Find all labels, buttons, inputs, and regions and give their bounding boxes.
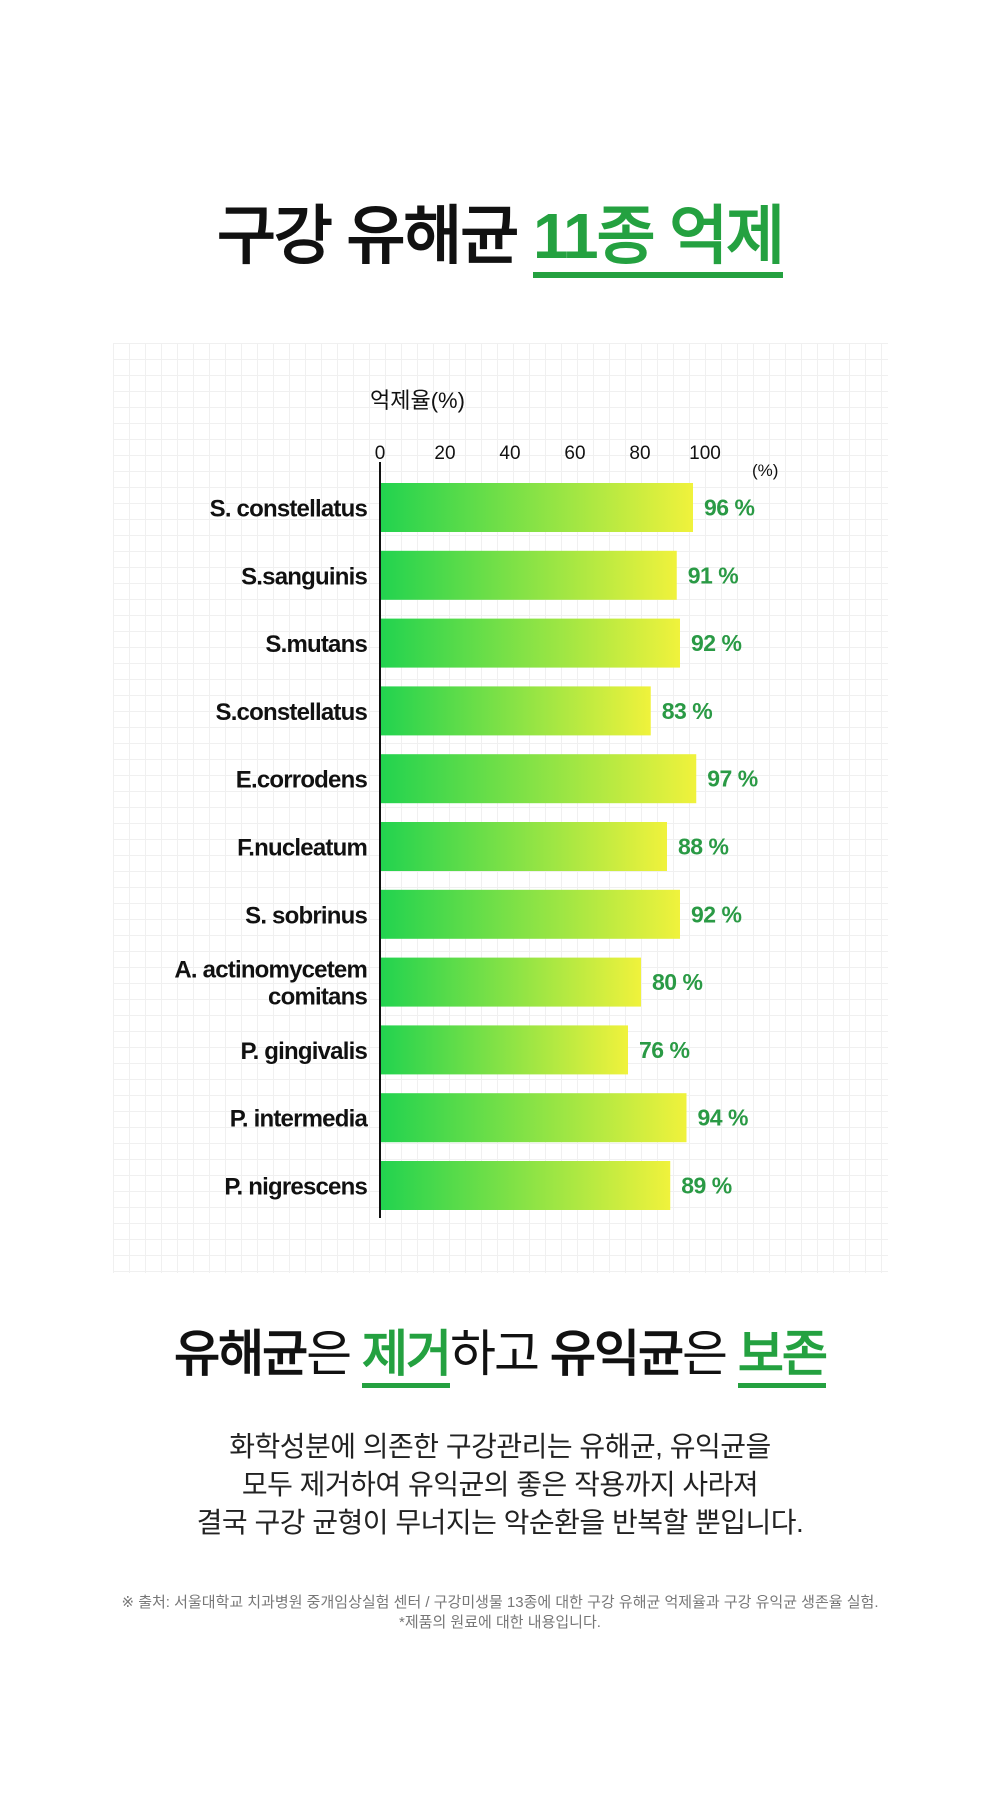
footnote-source: ※ 출처: 서울대학교 치과병원 중개임상실험 센터 / 구강미생물 13종에 … — [121, 1594, 879, 1611]
bar — [381, 1093, 687, 1143]
description-line-3: 결국 구강 균형이 무너지는 악순환을 반복할 뿐입니다. — [196, 1507, 804, 1538]
x-unit-label: (%) — [752, 461, 778, 480]
category-label: S.mutans — [265, 631, 367, 658]
title-part-2-highlight: 11종 억제 — [532, 200, 785, 278]
footnote: ※ 출처: 서울대학교 치과병원 중개임상실험 센터 / 구강미생물 13종에 … — [0, 1593, 1000, 1633]
bar — [381, 957, 641, 1007]
bar-value-label: 80 % — [652, 969, 702, 995]
bar — [381, 550, 677, 600]
x-tick-label: 80 — [629, 443, 650, 464]
bar-value-label: 91 % — [688, 562, 738, 588]
bar-value-label: 94 % — [698, 1105, 748, 1131]
category-label: S. sobrinus — [245, 902, 367, 929]
bar — [381, 618, 680, 668]
x-tick-label: 40 — [499, 443, 520, 464]
category-label: S.constellatus — [215, 699, 367, 726]
page-title: 구강 유해균 11종 억제 — [0, 196, 1000, 278]
subtitle-remove-highlight: 제거 — [362, 1325, 452, 1388]
bar — [381, 483, 693, 532]
bar-value-label: 92 % — [691, 901, 741, 927]
subtitle-particle-2: 은 — [681, 1326, 738, 1382]
bar — [381, 686, 651, 736]
bar — [381, 1025, 628, 1075]
x-tick-label: 100 — [689, 443, 721, 464]
category-label: P. intermedia — [230, 1106, 369, 1133]
description-line-2: 모두 제거하여 유익균의 좋은 작용까지 사라져 — [241, 1469, 759, 1500]
subtitle: 유해균은 제거하고 유익균은 보존 — [0, 1322, 1000, 1388]
subtitle-beneficial: 유익균 — [549, 1326, 684, 1382]
bar-value-label: 76 % — [639, 1037, 689, 1063]
category-label: S.sanguinis — [241, 563, 367, 590]
axis-title: 억제율(%) — [370, 388, 465, 413]
subtitle-harmful: 유해균 — [174, 1326, 308, 1382]
category-label: P. gingivalis — [240, 1038, 367, 1065]
category-label: P. nigrescens — [224, 1174, 367, 1201]
x-tick-label: 20 — [434, 443, 455, 464]
x-tick-label: 60 — [564, 443, 585, 464]
bar — [381, 754, 697, 804]
bar-value-label: 89 % — [681, 1173, 731, 1199]
subtitle-particle-1: 은 — [306, 1326, 363, 1382]
subtitle-preserve-highlight: 보존 — [737, 1325, 828, 1388]
footnote-note: *제품의 원료에 대한 내용입니다. — [399, 1614, 601, 1631]
bar — [381, 1161, 671, 1210]
category-label: F.nucleatum — [237, 835, 367, 862]
bar — [381, 889, 680, 939]
category-label: A. actinomycetem — [174, 957, 367, 984]
bar-value-label: 83 % — [662, 698, 712, 724]
description: 화학성분에 의존한 구강관리는 유해균, 유익균을 모두 제거하여 유익균의 좋… — [0, 1428, 1000, 1542]
bar-value-label: 88 % — [678, 834, 728, 860]
bar — [381, 822, 667, 871]
bar-value-label: 92 % — [691, 630, 741, 656]
bar-value-label: 96 % — [704, 495, 754, 521]
description-line-1: 화학성분에 의존한 구강관리는 유해균, 유익균을 — [229, 1431, 771, 1462]
bar-value-label: 97 % — [707, 766, 757, 792]
subtitle-and: 하고 — [450, 1326, 550, 1382]
category-label: E.corrodens — [236, 767, 368, 794]
title-part-1: 구강 유해균 — [216, 200, 533, 272]
category-label: comitans — [268, 984, 367, 1011]
x-tick-label: 0 — [375, 443, 386, 464]
category-label: S. constellatus — [210, 496, 368, 523]
